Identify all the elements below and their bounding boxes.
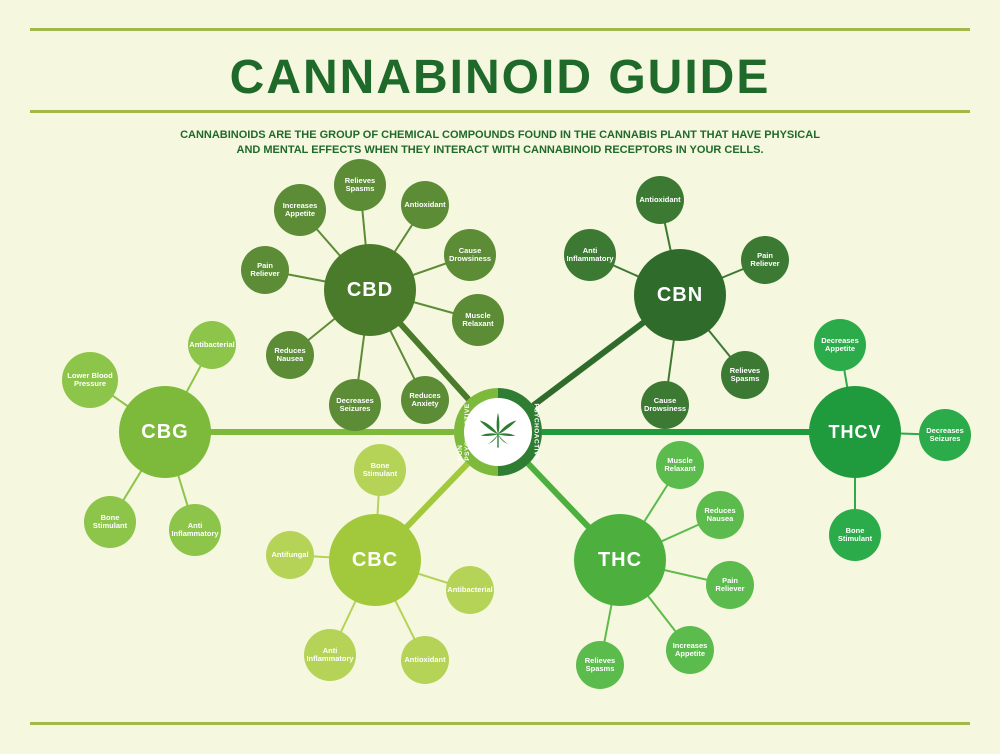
effect-node-cbn-1: Antioxidant xyxy=(636,176,684,224)
main-node-thcv: THCV xyxy=(809,386,901,478)
effect-node-thc-1: Reduces Nausea xyxy=(696,491,744,539)
center-node: NON PSYCHOACTIVEPSYCHOACTIVE xyxy=(454,388,542,476)
cannabis-leaf-icon xyxy=(475,409,521,455)
effect-node-cbc-0: Bone Stimulant xyxy=(354,444,406,496)
effect-node-thcv-2: Bone Stimulant xyxy=(829,509,881,561)
network-lines xyxy=(0,0,1000,754)
main-node-cbc: CBC xyxy=(329,514,421,606)
effect-node-cbd-2: Antioxidant xyxy=(401,181,449,229)
effect-node-thc-4: Relieves Spasms xyxy=(576,641,624,689)
effect-node-thc-3: Increases Appetite xyxy=(666,626,714,674)
effect-node-cbn-4: Cause Drowsiness xyxy=(641,381,689,429)
main-node-cbd: CBD xyxy=(324,244,416,336)
center-label-right: PSYCHOACTIVE xyxy=(533,403,540,460)
effect-node-cbn-2: Pain Reliever xyxy=(741,236,789,284)
effect-node-cbd-1: Relieves Spasms xyxy=(334,159,386,211)
infographic-canvas: CANNABINOID GUIDECANNABINOIDS ARE THE GR… xyxy=(0,0,1000,754)
effect-node-cbg-2: Bone Stimulant xyxy=(84,496,136,548)
effect-node-thcv-0: Decreases Appetite xyxy=(814,319,866,371)
effect-node-cbg-3: Anti Inflammatory xyxy=(169,504,221,556)
effect-node-cbd-5: Reduces Anxiety xyxy=(401,376,449,424)
effect-node-cbn-3: Relieves Spasms xyxy=(721,351,769,399)
effect-node-cbc-3: Anti Inflammatory xyxy=(304,629,356,681)
effect-node-cbd-6: Decreases Seizures xyxy=(329,379,381,431)
effect-node-cbd-8: Pain Reliever xyxy=(241,246,289,294)
effect-node-thc-2: Pain Reliever xyxy=(706,561,754,609)
effect-node-cbg-1: Lower Blood Pressure xyxy=(62,352,118,408)
effect-node-cbc-1: Antibacterial xyxy=(446,566,494,614)
main-node-thc: THC xyxy=(574,514,666,606)
effect-node-cbn-0: Anti Inflammatory xyxy=(564,229,616,281)
effect-node-cbd-7: Reduces Nausea xyxy=(266,331,314,379)
effect-node-thcv-1: Decreases Seizures xyxy=(919,409,971,461)
main-node-cbg: CBG xyxy=(119,386,211,478)
effect-node-cbd-0: Increases Appetite xyxy=(274,184,326,236)
effect-node-thc-0: Muscle Relaxant xyxy=(656,441,704,489)
effect-node-cbg-0: Antibacterial xyxy=(188,321,236,369)
effect-node-cbc-2: Antioxidant xyxy=(401,636,449,684)
effect-node-cbc-4: Antifungal xyxy=(266,531,314,579)
effect-node-cbd-3: Cause Drowsiness xyxy=(444,229,496,281)
effect-node-cbd-4: Muscle Relaxant xyxy=(452,294,504,346)
main-node-cbn: CBN xyxy=(634,249,726,341)
